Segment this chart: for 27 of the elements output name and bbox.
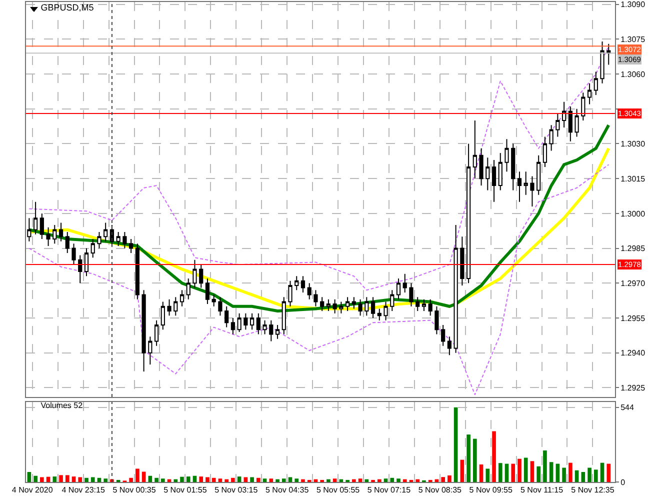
x-tick-label: 4 Nov 2020 [12, 486, 54, 495]
x-tick-label: 5 Nov 09:55 [469, 486, 513, 495]
y-tick-label: 1.3090 [620, 0, 646, 10]
y-tick-label: 1.3060 [620, 70, 646, 79]
y-tick-label: 544 [620, 403, 634, 412]
x-tick-label: 5 Nov 07:15 [367, 486, 412, 495]
y-tick-label: 1.2985 [620, 244, 646, 254]
y-tick-label: 1.3030 [620, 140, 646, 149]
y-tick-label: 1.3075 [620, 34, 646, 44]
x-tick-label: 5 Nov 01:55 [164, 486, 208, 495]
x-tick-label: 5 Nov 03:15 [214, 486, 258, 495]
y-tick-label: 1.2955 [620, 314, 646, 323]
y-tick-label: 0 [620, 478, 626, 487]
x-tick-label: 5 Nov 12:35 [571, 486, 615, 495]
y-tick-label: 1.2970 [620, 278, 646, 288]
chart-title: Volumes 52 [40, 401, 84, 410]
chart-title: GBPUSD,M5 [40, 2, 94, 12]
y-tick-label: 1.3000 [620, 209, 646, 218]
y-tick-label: 1.3015 [620, 174, 646, 184]
y-tick-label: 1.2925 [620, 384, 646, 393]
y-tick-label: 1.2940 [620, 348, 646, 358]
x-tick-label: 5 Nov 08:35 [418, 486, 462, 495]
x-tick-label: 5 Nov 04:35 [266, 486, 310, 495]
x-tick-label: 4 Nov 23:15 [62, 486, 106, 495]
x-tick-label: 5 Nov 00:35 [112, 486, 156, 495]
x-tick-label: 5 Nov 11:15 [520, 486, 564, 495]
x-tick-label: 5 Nov 05:55 [316, 486, 360, 495]
